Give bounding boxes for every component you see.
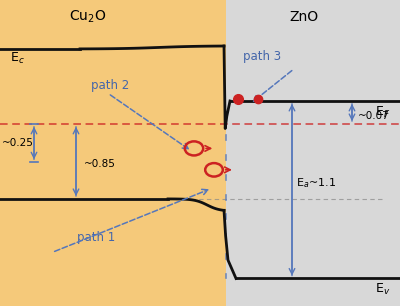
Text: ~0.85: ~0.85: [84, 159, 116, 170]
Text: path 3: path 3: [243, 50, 281, 63]
Polygon shape: [226, 0, 400, 306]
Text: E$_v$: E$_v$: [375, 282, 390, 297]
Text: Cu$_2$O: Cu$_2$O: [69, 9, 107, 25]
Text: E$_F$: E$_F$: [375, 105, 390, 120]
Text: path 1: path 1: [77, 231, 115, 244]
Text: E$_c$: E$_c$: [10, 50, 25, 65]
Polygon shape: [0, 0, 226, 306]
Text: path 2: path 2: [91, 79, 129, 92]
Text: E$_a$~1.1: E$_a$~1.1: [296, 177, 336, 191]
Text: ~0.25: ~0.25: [2, 138, 34, 148]
Text: ~0.07: ~0.07: [358, 110, 390, 121]
Text: ZnO: ZnO: [290, 10, 318, 24]
